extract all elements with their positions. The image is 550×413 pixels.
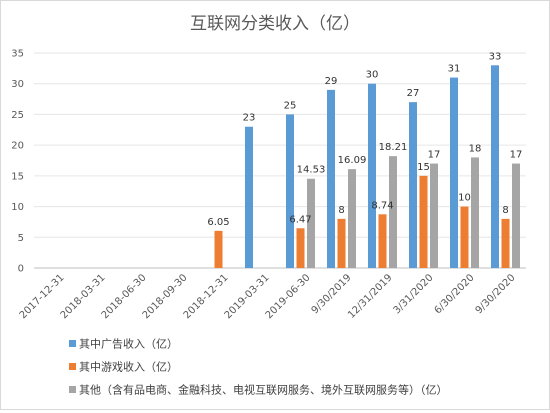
- legend-swatch: [69, 363, 76, 370]
- data-label: 15: [417, 162, 430, 173]
- data-label: 10: [458, 193, 471, 204]
- bar: [307, 178, 315, 268]
- bar: [214, 230, 223, 268]
- grid-lines: [34, 52, 526, 269]
- bar: [378, 214, 387, 268]
- legend-label: 其他（含有品电商、金融科技、电视互联网服务、境外互联网服务等）（亿）: [79, 383, 448, 397]
- legend-label: 其中广告收入（亿）: [79, 337, 178, 351]
- data-labels: 23 25 29 30 27 31 33 6.05 6.47 8 8.74 15 10 8 14.53 16.…: [207, 51, 522, 228]
- y-tick-label: 15: [11, 171, 24, 182]
- bar: [430, 163, 438, 268]
- y-tick-label: 20: [11, 141, 24, 152]
- data-label: 16.09: [338, 155, 367, 166]
- bar: [491, 65, 499, 269]
- data-label: 18.21: [379, 142, 408, 153]
- y-tick-label: 30: [11, 79, 24, 90]
- bar: [450, 77, 458, 268]
- x-tick-label: 9/30/2019: [310, 272, 354, 316]
- y-tick-label: 35: [11, 49, 24, 60]
- legend-swatch: [69, 340, 76, 347]
- x-tick-label: 9/30/2020: [474, 272, 518, 316]
- bar: [327, 89, 335, 268]
- data-label: 30: [366, 70, 379, 81]
- data-label: 33: [489, 51, 502, 62]
- data-label: 8.74: [371, 200, 393, 211]
- data-label: 6.05: [207, 217, 229, 228]
- data-label: 8: [502, 205, 508, 216]
- data-label: 18: [469, 143, 482, 154]
- data-label: 14.53: [297, 165, 326, 176]
- data-label: 23: [243, 113, 256, 124]
- y-tick-label: 5: [18, 233, 24, 244]
- data-label: 8: [338, 205, 344, 216]
- legend-swatch: [69, 386, 76, 393]
- bar: [296, 228, 305, 268]
- data-label: 25: [284, 100, 297, 111]
- data-label: 29: [325, 76, 338, 87]
- bar: [368, 83, 376, 268]
- bar: [501, 218, 510, 268]
- x-axis: 2017-12-312018-03-312018-06-302018-09-30…: [18, 272, 518, 321]
- x-tick-label: 12/31/2019: [346, 272, 395, 321]
- y-tick-label: 10: [11, 202, 24, 213]
- data-label: 17: [428, 150, 441, 161]
- bar: [419, 175, 428, 268]
- bar: [512, 163, 520, 268]
- bar: [460, 206, 469, 268]
- data-label: 17: [510, 150, 523, 161]
- bar: [471, 157, 479, 268]
- y-tick-label: 0: [18, 264, 24, 275]
- bar: [245, 126, 253, 268]
- chart-title: 互联网分类收入（亿）: [190, 14, 360, 34]
- data-label: 31: [448, 64, 461, 75]
- x-tick-label: 3/31/2020: [392, 272, 436, 316]
- legend: 其中广告收入（亿） 其中游戏收入（亿） 其他（含有品电商、金融科技、电视互联网服务、…: [69, 337, 448, 397]
- bar: [389, 156, 397, 268]
- legend-label: 其中游戏收入（亿）: [79, 360, 178, 374]
- bar: [286, 114, 294, 268]
- data-label: 6.47: [289, 214, 311, 225]
- y-axis: 0 5 10 15 20 25 30 35: [11, 49, 24, 275]
- x-tick-label: 6/30/2020: [433, 272, 477, 316]
- data-label: 27: [407, 88, 420, 99]
- bar: [348, 169, 356, 268]
- y-tick-label: 25: [11, 110, 24, 121]
- bar-marks: [214, 65, 520, 269]
- bar: [409, 102, 417, 269]
- bar: [337, 218, 346, 268]
